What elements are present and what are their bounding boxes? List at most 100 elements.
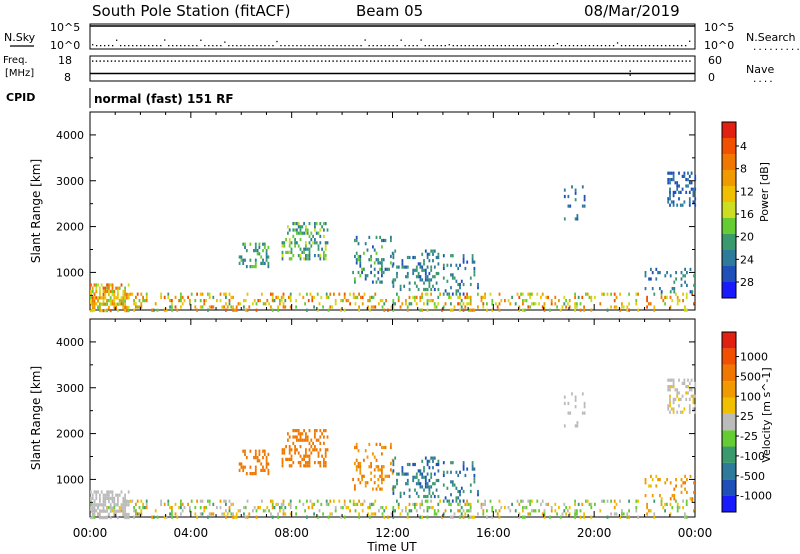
noise-search-point — [392, 45, 394, 47]
echo-cell — [308, 247, 311, 251]
echo-cell — [583, 308, 585, 312]
echo-cell — [296, 448, 298, 452]
echo-cell — [363, 458, 365, 462]
echo-cell — [667, 181, 670, 185]
echo-cell — [292, 435, 295, 439]
echo-cell — [370, 258, 372, 262]
echo-cell — [310, 438, 313, 442]
echo-cell — [91, 512, 94, 516]
echo-cell — [369, 299, 371, 303]
echo-cell — [680, 484, 683, 488]
echo-cell — [567, 401, 570, 406]
echo-cell — [514, 302, 517, 306]
echo-cell — [412, 502, 414, 506]
echo-cell — [135, 502, 137, 506]
echo-cell — [435, 512, 438, 516]
echo-cell — [108, 490, 110, 494]
echo-cell — [279, 299, 281, 303]
echo-cell — [550, 302, 553, 306]
echo-cell — [525, 506, 528, 510]
echo-cell — [242, 242, 245, 246]
echo-cell — [523, 308, 526, 312]
echo-cell — [457, 282, 460, 287]
echo-cell — [381, 264, 383, 268]
echo-cell — [433, 494, 436, 499]
echo-cell — [359, 274, 362, 278]
echo-cell — [111, 302, 114, 306]
echo-cell — [244, 245, 246, 249]
echo-cell — [543, 512, 546, 516]
echo-cell — [498, 515, 501, 519]
echo-cell — [181, 302, 184, 306]
echo-cell — [412, 462, 415, 467]
echo-cell — [199, 299, 202, 303]
echo-cell — [289, 305, 292, 309]
echo-cell — [419, 295, 422, 299]
echo-cell — [637, 515, 639, 519]
echo-cell — [311, 295, 314, 299]
echo-cell — [289, 299, 292, 303]
echo-cell — [279, 506, 281, 510]
echo-cell — [529, 499, 531, 503]
echo-cell — [417, 482, 420, 486]
nave-point — [531, 60, 533, 62]
echo-cell — [613, 499, 616, 503]
echo-cell — [599, 302, 602, 306]
echo-cell — [207, 515, 209, 519]
echo-cell — [294, 435, 296, 439]
echo-cell — [419, 262, 422, 266]
echo-cell — [408, 494, 411, 499]
echo-cell — [450, 470, 452, 474]
echo-cell — [97, 512, 99, 516]
echo-cell — [306, 257, 309, 261]
nave-point — [321, 60, 323, 62]
echo-cell — [295, 506, 297, 510]
echo-cell — [543, 509, 546, 513]
echo-cell — [635, 302, 638, 306]
noise-search-point — [128, 45, 130, 47]
noise-search-point — [660, 45, 663, 47]
echo-cell — [219, 506, 222, 510]
echo-cell — [473, 266, 476, 271]
echo-cell — [392, 491, 395, 495]
echo-cell — [294, 241, 296, 245]
echo-cell — [415, 275, 418, 279]
echo-cell — [367, 299, 369, 303]
echo-cell — [417, 478, 420, 483]
echo-cell — [109, 506, 112, 510]
echo-cell — [433, 249, 436, 253]
noise-search-point — [616, 42, 619, 44]
echo-cell — [581, 502, 584, 506]
echo-cell — [359, 254, 362, 259]
noise-search-point — [648, 45, 651, 47]
echo-cell — [299, 257, 302, 261]
echo-cell — [126, 305, 128, 309]
echo-cell — [115, 509, 117, 513]
echo-cell — [102, 500, 105, 504]
echo-cell — [190, 499, 193, 503]
echo-cell — [334, 509, 337, 513]
echo-cell — [102, 493, 105, 497]
echo-cell — [500, 299, 503, 303]
freq-label-2: [MHz] — [5, 68, 34, 79]
echo-cell — [457, 473, 460, 478]
colorbar-swatch — [722, 170, 736, 186]
echo-cell — [260, 462, 263, 466]
noise-search-point — [352, 45, 354, 47]
echo-cell — [653, 292, 656, 296]
echo-cell — [437, 252, 440, 256]
echo-cell — [277, 305, 279, 309]
echo-cell — [106, 302, 108, 306]
echo-cell — [314, 435, 316, 439]
echo-cell — [265, 465, 268, 469]
echo-cell — [460, 279, 463, 283]
echo-cell — [381, 465, 383, 469]
echo-cell — [678, 184, 680, 188]
echo-cell — [124, 506, 126, 510]
echo-cell — [437, 478, 440, 483]
echo-cell — [319, 441, 322, 445]
echo-cell — [235, 512, 238, 516]
echo-cell — [95, 302, 98, 306]
echo-cell — [310, 244, 313, 248]
echo-cell — [340, 299, 342, 303]
